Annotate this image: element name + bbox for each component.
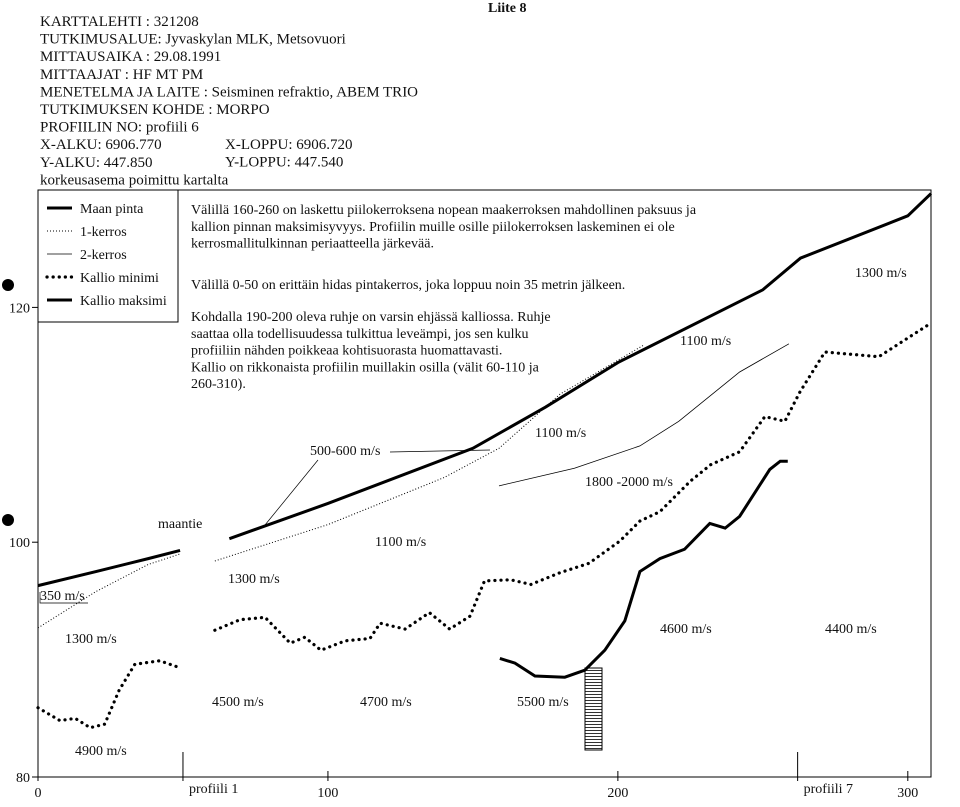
note-line: kerrosmallitulkinnan periaatteella järke… bbox=[191, 237, 434, 252]
x-tick-label: 0 bbox=[35, 786, 42, 801]
y-tick-label: 80 bbox=[16, 771, 30, 786]
header-line: MENETELMA JA LAITE : Seisminen refraktio… bbox=[40, 84, 418, 100]
note-line: saattaa olla todellisuudessa tulkittua l… bbox=[191, 327, 528, 342]
series-line bbox=[36, 659, 182, 730]
velocity-label: maantie bbox=[158, 517, 202, 532]
x-tick-label: 100 bbox=[317, 786, 338, 801]
series-line bbox=[37, 548, 181, 588]
leader-line bbox=[264, 449, 491, 526]
punch-hole bbox=[2, 279, 14, 291]
header-line: MITTAUSAIKA : 29.08.1991 bbox=[40, 49, 221, 65]
legend-label: Kallio maksimi bbox=[80, 294, 167, 309]
velocity-label: 1300 m/s bbox=[855, 266, 907, 281]
velocity-label: 4400 m/s bbox=[825, 622, 877, 637]
legend-label: Kallio minimi bbox=[80, 271, 159, 286]
series-line bbox=[214, 344, 645, 562]
header-line: KARTTALEHTI : 321208 bbox=[40, 14, 199, 30]
velocity-label: 4600 m/s bbox=[660, 622, 712, 637]
legend-label: 1-kerros bbox=[80, 225, 127, 240]
note-line: Välillä 160-260 on laskettu piilokerroks… bbox=[191, 203, 697, 218]
velocity-label: 500-600 m/s bbox=[310, 444, 380, 459]
header-line: TUTKIMUKSEN KOHDE : MORPO bbox=[40, 102, 270, 118]
velocity-label: 4900 m/s bbox=[75, 744, 127, 759]
header-line: PROFIILIN NO: profiili 6 bbox=[40, 120, 199, 136]
velocity-label: 4500 m/s bbox=[212, 695, 264, 710]
header-line: Y-LOPPU: 447.540 bbox=[225, 155, 343, 171]
note-line: Kohdalla 190-200 oleva ruhje on varsin e… bbox=[191, 310, 551, 325]
header-line: korkeusasema poimittu kartalta bbox=[40, 172, 229, 188]
velocity-label: 350 m/s bbox=[40, 589, 85, 604]
profile-label: profiili 7 bbox=[804, 782, 853, 797]
header-line: TUTKIMUSALUE: Jyvaskylan MLK, Metsovuori bbox=[40, 32, 346, 48]
punch-hole bbox=[2, 514, 14, 526]
note-line: kallion pinnan maksimisyvyys. Profiilin … bbox=[191, 220, 675, 235]
header-line: Y-ALKU: 447.850 bbox=[40, 155, 153, 171]
velocity-label: 1300 m/s bbox=[228, 572, 280, 587]
appendix: Liite 8 bbox=[488, 1, 527, 16]
profile-label: profiili 1 bbox=[189, 782, 238, 797]
note-line: Välillä 0-50 on erittäin hidas pintakerr… bbox=[191, 278, 625, 293]
legend-label: Maan pinta bbox=[80, 202, 144, 217]
fracture-zone bbox=[584, 667, 603, 751]
header-line: X-LOPPU: 6906.720 bbox=[225, 137, 353, 153]
x-tick-label: 200 bbox=[607, 786, 628, 801]
series-line bbox=[37, 553, 181, 629]
velocity-label: 1800 -2000 m/s bbox=[585, 475, 673, 490]
velocity-label: 1100 m/s bbox=[680, 334, 731, 349]
velocity-label: 1100 m/s bbox=[535, 426, 586, 441]
header-line: MITTAAJAT : HF MT PM bbox=[40, 67, 203, 83]
series-line bbox=[228, 192, 933, 541]
plot-frame bbox=[37, 189, 932, 778]
velocity-label: 1100 m/s bbox=[375, 535, 426, 550]
series-line bbox=[499, 459, 788, 679]
series-line bbox=[498, 343, 790, 487]
velocity-label: 5500 m/s bbox=[517, 695, 569, 710]
legend-label: 2-kerros bbox=[80, 248, 127, 263]
y-tick-label: 100 bbox=[9, 536, 30, 551]
velocity-label: 4700 m/s bbox=[360, 695, 412, 710]
leader-line bbox=[39, 592, 88, 604]
note-line: profiiliin nähden poikkeaa kohtisuorasta… bbox=[191, 344, 502, 359]
note-line: Kallio on rikkonaista profiilin muillaki… bbox=[191, 360, 540, 375]
note-line: 260-310). bbox=[191, 377, 246, 392]
header-line: X-ALKU: 6906.770 bbox=[40, 137, 162, 153]
velocity-label: 1300 m/s bbox=[65, 632, 117, 647]
series-line bbox=[213, 322, 932, 653]
x-tick-label: 300 bbox=[897, 786, 918, 801]
y-tick-label: 120 bbox=[9, 301, 30, 316]
